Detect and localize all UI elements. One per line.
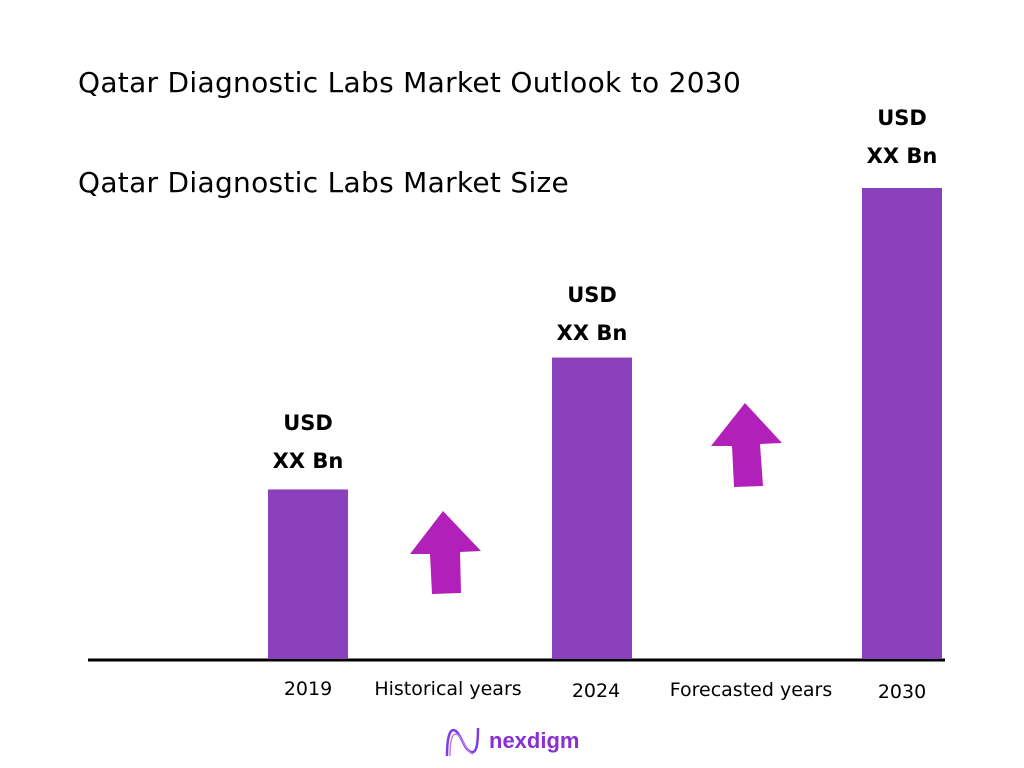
bar-2030 [862,188,942,659]
x-tick-2024: 2024 [571,680,621,702]
period-label-forecast: Forecasted years [669,679,833,701]
bar-2019 [268,489,348,659]
logo-text: nexdigm [489,728,580,753]
chart-title: Qatar Diagnostic Labs Market Outlook to … [78,66,742,99]
growth-arrow-forecast-icon [711,403,782,487]
nexdigm-logo-icon [445,727,480,757]
bar-2024 [552,357,632,659]
growth-arrow-historical-icon [410,511,481,594]
period-label-historical: Historical years [374,678,522,700]
chart-subtitle: Qatar Diagnostic Labs Market Size [78,166,570,199]
x-tick-2030: 2030 [877,681,927,703]
data-label-2030: USD XX Bn [866,106,938,168]
nexdigm-logo: nexdigm [443,724,579,758]
x-tick-2019: 2019 [283,678,333,700]
data-label-2024: USD XX Bn [556,283,628,345]
data-label-2019: USD XX Bn [272,411,344,473]
